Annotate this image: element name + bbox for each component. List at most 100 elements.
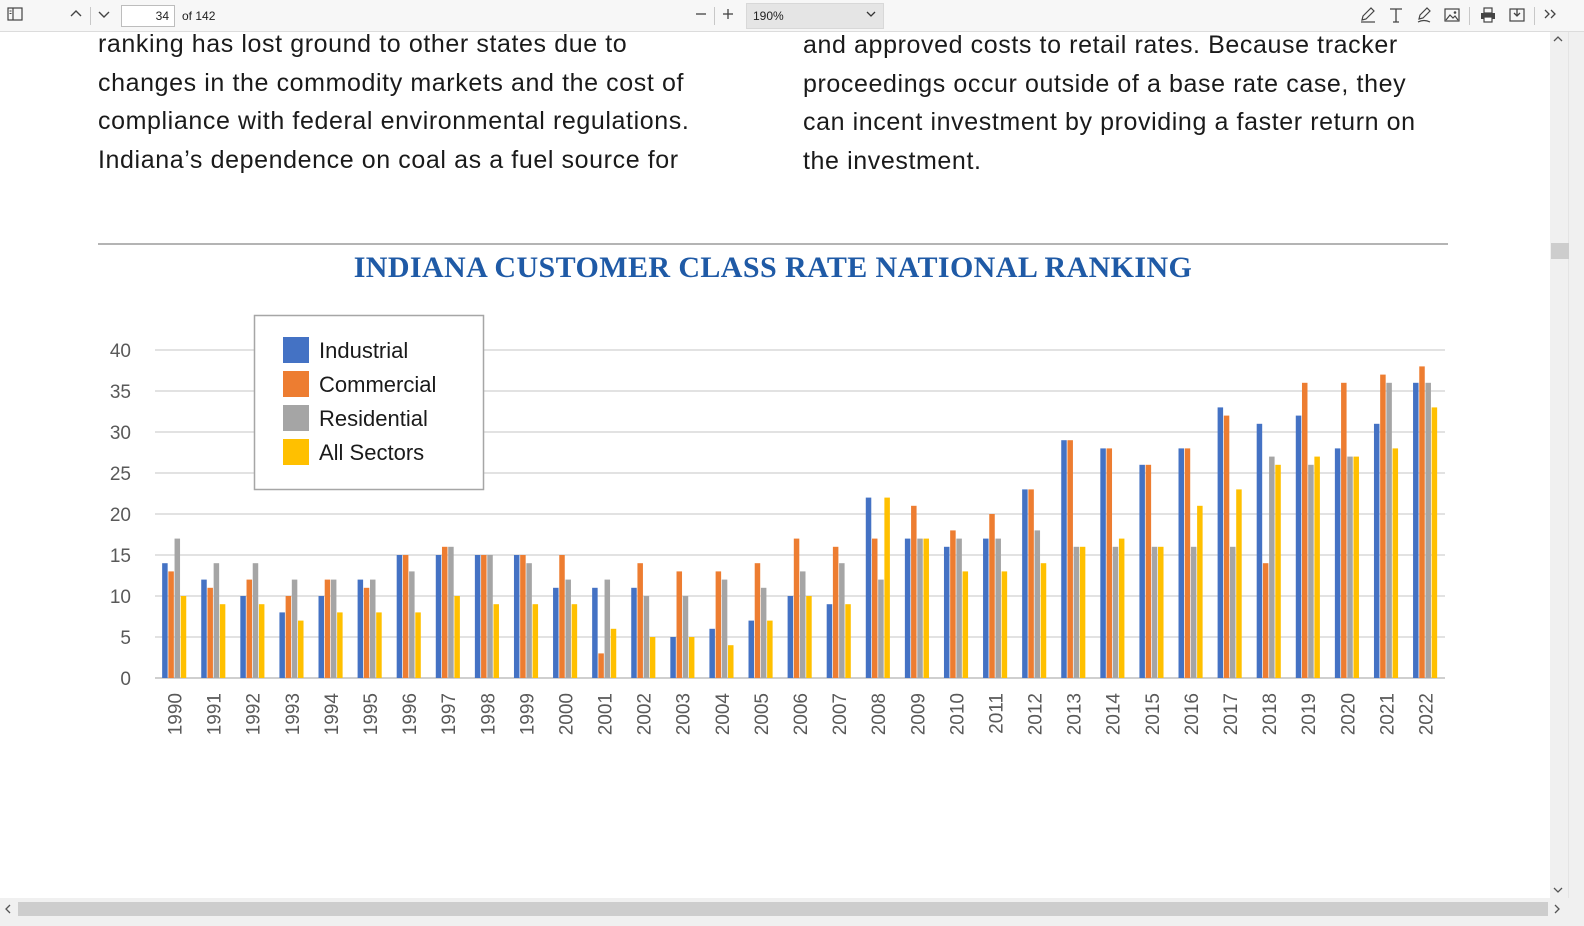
bar-commercial xyxy=(637,563,643,678)
bar-commercial xyxy=(598,653,604,678)
x-tick-label: 2009 xyxy=(908,693,929,735)
scroll-up-arrow-icon[interactable] xyxy=(1552,34,1564,47)
bar-industrial xyxy=(1022,489,1028,678)
bar-all-sectors xyxy=(610,628,617,678)
bar-all-sectors xyxy=(298,620,304,678)
highlight-icon[interactable] xyxy=(1414,6,1434,26)
bar-commercial xyxy=(324,579,331,678)
bar-commercial xyxy=(1028,489,1034,678)
bar-residential xyxy=(878,579,884,678)
bar-residential xyxy=(526,563,532,678)
zoom-select[interactable]: 190% xyxy=(746,3,884,29)
x-tick-label: 2004 xyxy=(713,693,734,736)
x-tick-label: 2018 xyxy=(1260,693,1281,735)
x-tick-label: 1991 xyxy=(205,693,226,735)
bar-commercial xyxy=(676,571,683,678)
y-tick-label: 15 xyxy=(110,546,131,567)
legend-swatch xyxy=(283,439,309,465)
legend-swatch xyxy=(283,371,309,397)
bar-commercial xyxy=(559,555,565,678)
page-total-label: of 142 xyxy=(182,9,216,23)
bar-commercial xyxy=(1106,448,1113,678)
bar-commercial xyxy=(363,587,370,678)
print-icon[interactable] xyxy=(1478,6,1498,26)
bar-industrial xyxy=(1413,382,1419,678)
x-tick-label: 2022 xyxy=(1416,693,1437,735)
save-icon[interactable] xyxy=(1507,6,1527,26)
chevron-up-icon[interactable] xyxy=(66,6,86,26)
sidebar-toggle-icon[interactable] xyxy=(5,6,25,26)
bar-residential xyxy=(760,587,767,678)
bar-all-sectors xyxy=(845,604,851,678)
legend: Industrial Commercial Residential All Secto… xyxy=(253,314,485,491)
x-tick-label: 1998 xyxy=(478,693,499,735)
bar-industrial xyxy=(983,538,989,678)
vertical-scrollbar-thumb[interactable] xyxy=(1551,243,1569,259)
bar-industrial xyxy=(709,628,715,678)
zoom-value: 190% xyxy=(753,9,784,23)
bar-residential xyxy=(1269,456,1275,678)
bar-commercial xyxy=(911,505,917,678)
plus-icon[interactable] xyxy=(718,6,738,26)
bar-all-sectors xyxy=(532,604,539,678)
chevron-down-icon[interactable] xyxy=(94,6,114,26)
x-tick-label: 1992 xyxy=(244,693,265,735)
bar-all-sectors xyxy=(1079,546,1086,678)
bar-commercial xyxy=(754,563,761,678)
text-icon[interactable] xyxy=(1386,6,1406,26)
bar-commercial xyxy=(402,555,409,678)
x-tick-label: 2008 xyxy=(869,693,890,735)
text-line: the investment. xyxy=(803,147,982,176)
minus-icon[interactable] xyxy=(691,6,711,26)
bar-commercial xyxy=(871,538,878,678)
bar-residential xyxy=(370,579,376,678)
text-line: proceedings occur outside of a base rate… xyxy=(803,69,1407,98)
scroll-left-arrow-icon[interactable] xyxy=(3,903,13,918)
bar-industrial xyxy=(670,637,676,678)
x-tick-label: 2010 xyxy=(947,693,968,735)
horizontal-scrollbar-thumb[interactable] xyxy=(18,902,1548,916)
bar-all-sectors xyxy=(1431,407,1438,678)
bar-commercial xyxy=(950,530,956,678)
bar-all-sectors xyxy=(1236,489,1242,678)
bar-industrial xyxy=(787,596,794,678)
draw-icon[interactable] xyxy=(1358,6,1378,26)
x-tick-label: 2003 xyxy=(674,693,695,735)
bar-industrial xyxy=(513,555,520,678)
bar-all-sectors xyxy=(1040,563,1047,678)
bar-residential xyxy=(643,596,650,678)
x-tick-label: 2000 xyxy=(556,693,577,735)
toolbar-divider xyxy=(1534,7,1535,25)
bar-industrial xyxy=(826,604,833,678)
x-tick-label: 2012 xyxy=(1026,693,1047,735)
bar-all-sectors xyxy=(962,571,969,678)
bar-residential xyxy=(682,596,689,678)
bar-industrial xyxy=(240,596,246,678)
x-tick-label: 2016 xyxy=(1182,693,1203,735)
bar-commercial xyxy=(1341,382,1347,678)
bar-industrial xyxy=(865,497,872,678)
bar-residential xyxy=(565,579,571,678)
bar-residential xyxy=(1034,530,1041,678)
bar-residential xyxy=(839,563,845,678)
bar-commercial xyxy=(1262,563,1269,678)
scroll-down-arrow-icon[interactable] xyxy=(1552,885,1564,898)
page-number-input[interactable]: 34 xyxy=(121,5,175,27)
bar-commercial xyxy=(207,587,213,678)
image-icon[interactable] xyxy=(1442,6,1462,26)
scroll-right-arrow-icon[interactable] xyxy=(1552,903,1562,918)
bar-residential xyxy=(330,579,337,678)
vertical-scrollbar[interactable] xyxy=(1550,32,1584,898)
x-tick-label: 1999 xyxy=(517,693,538,735)
more-icon[interactable] xyxy=(1540,6,1560,26)
bar-all-sectors xyxy=(688,637,695,678)
left-column-text: ranking has lost ground to other states … xyxy=(98,32,689,180)
right-column-text: and approved costs to retail rates. Beca… xyxy=(803,32,1416,181)
bar-industrial xyxy=(279,612,285,678)
bar-all-sectors xyxy=(493,604,499,678)
bar-all-sectors xyxy=(1392,448,1399,678)
x-tick-label: 2021 xyxy=(1377,693,1398,735)
toolbar: 34 of 142 190% xyxy=(0,0,1584,32)
bar-all-sectors xyxy=(337,612,343,678)
bar-residential xyxy=(1425,382,1431,678)
